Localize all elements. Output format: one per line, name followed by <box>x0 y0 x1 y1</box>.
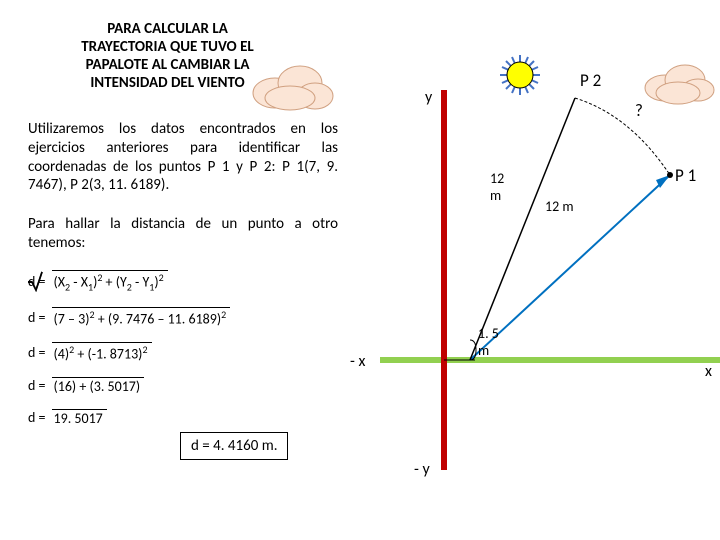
label-neg-x: - x <box>350 352 365 371</box>
string-p2 <box>470 98 575 360</box>
paragraph-2: Para hallar la distancia de un punto a o… <box>28 215 338 253</box>
main-title: PARA CALCULAR LA TRAYECTORIA QUE TUVO EL… <box>60 20 275 92</box>
label-12m-vertical: 12 m <box>490 170 504 204</box>
cloud-left <box>245 58 340 113</box>
eq-5: d = 19. 5017 <box>28 409 230 427</box>
eq-3: d = (4)2 + (-1. 8713)2 <box>28 342 230 363</box>
eq-2: d = (7 – 3)2 + (9. 7476 – 11. 6189)2 <box>28 307 230 328</box>
arc-question <box>575 98 670 175</box>
label-question: ? <box>635 100 643 121</box>
label-1-5m: 1. 5 m <box>478 325 499 359</box>
coordinate-diagram: y - y x P 2 ? P 1 12 m 12 m 1. 5 m <box>380 30 720 510</box>
equations: d = (X2 - X1)2 + (Y2 - Y1)2 d = (7 – 3)2… <box>28 270 230 441</box>
eq-1: d = (X2 - X1)2 + (Y2 - Y1)2 <box>28 270 230 293</box>
paragraph-1: Utilizaremos los datos encontrados en lo… <box>28 120 338 195</box>
eq-4: d = (16) + (3. 5017) <box>28 377 230 395</box>
label-12m-hyp: 12 m <box>545 198 574 215</box>
point-p1 <box>667 172 673 178</box>
sun-icon <box>500 55 540 95</box>
label-x: x <box>705 362 712 381</box>
label-p2: P 2 <box>580 70 601 91</box>
label-neg-y: - y <box>414 460 430 479</box>
result-box: d = 4. 4160 m. <box>180 432 288 460</box>
label-p1: P 1 <box>675 165 696 186</box>
label-y: y <box>425 88 432 107</box>
cloud-right <box>645 65 714 104</box>
